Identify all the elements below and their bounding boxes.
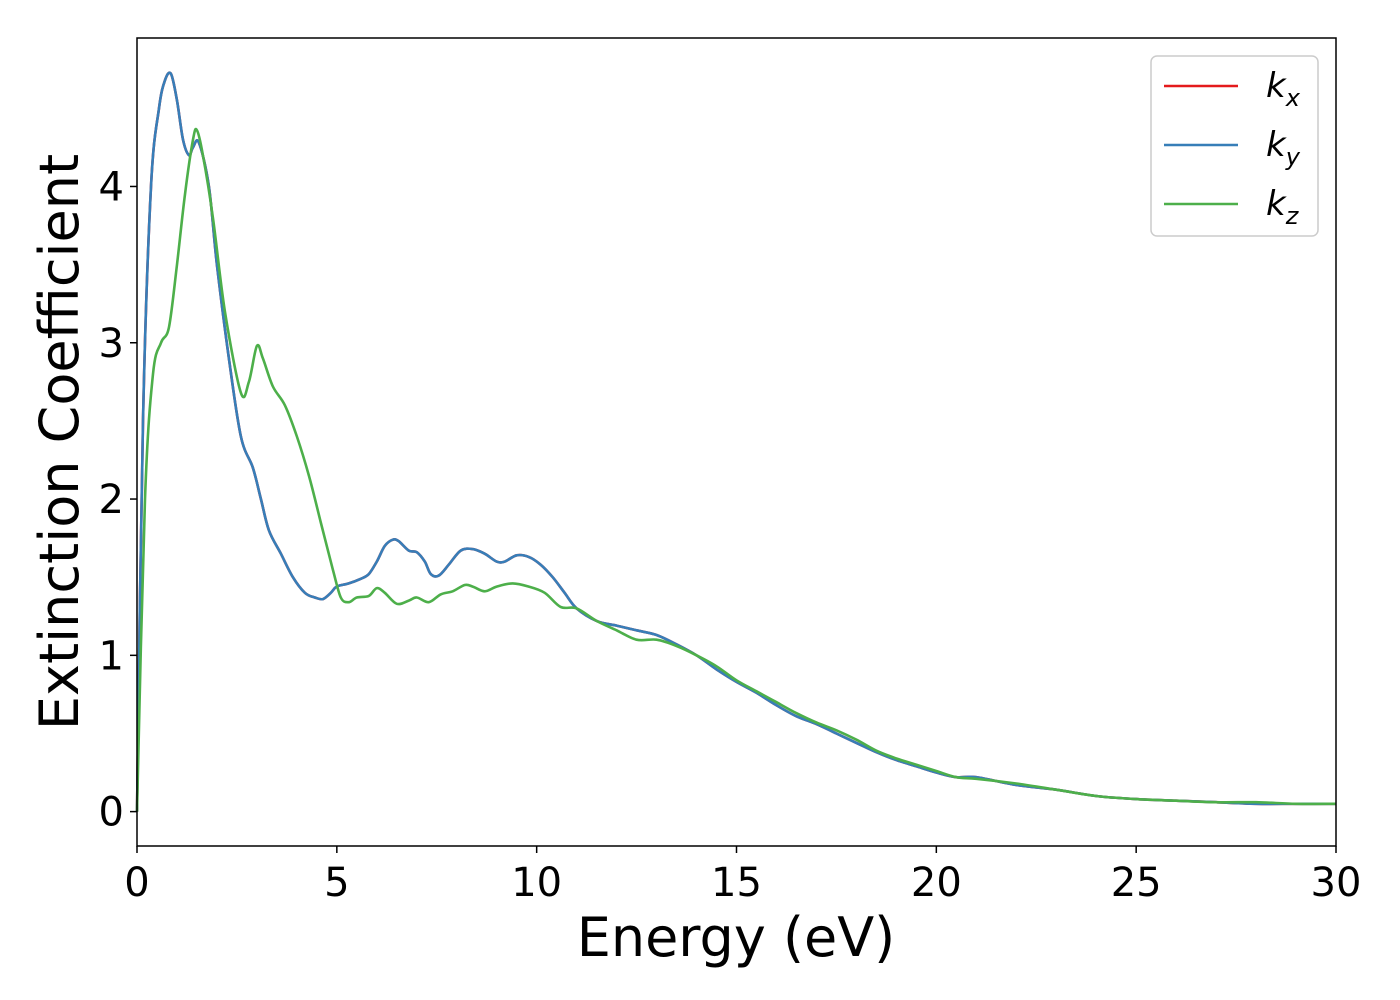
x-tick-label: 20 [911, 860, 962, 906]
y-tick-label: 0 [99, 790, 124, 836]
x-axis-ticks: 0 5 10 15 20 25 30 [124, 846, 1361, 906]
x-tick-label: 15 [711, 860, 762, 906]
x-tick-label: 25 [1111, 860, 1162, 906]
y-tick-label: 1 [99, 633, 124, 679]
legend-label-x: kx [1266, 66, 1301, 112]
series-line-z [135, 127, 1337, 812]
x-tick-label: 0 [124, 860, 149, 906]
y-axis-label: Extinction Coefficient [28, 154, 91, 730]
x-tick-label: 10 [511, 860, 562, 906]
y-tick-label: 2 [99, 477, 124, 523]
y-tick-label: 4 [99, 164, 124, 210]
x-tick-label: 5 [324, 860, 349, 906]
y-axis-ticks: 0 1 2 3 4 [99, 164, 137, 836]
y-tick-label: 3 [99, 321, 124, 367]
series-layer [135, 71, 1337, 812]
x-tick-label: 30 [1311, 860, 1362, 906]
x-axis-label: Energy (eV) [577, 906, 896, 969]
legend-label-y: ky [1266, 125, 1301, 171]
